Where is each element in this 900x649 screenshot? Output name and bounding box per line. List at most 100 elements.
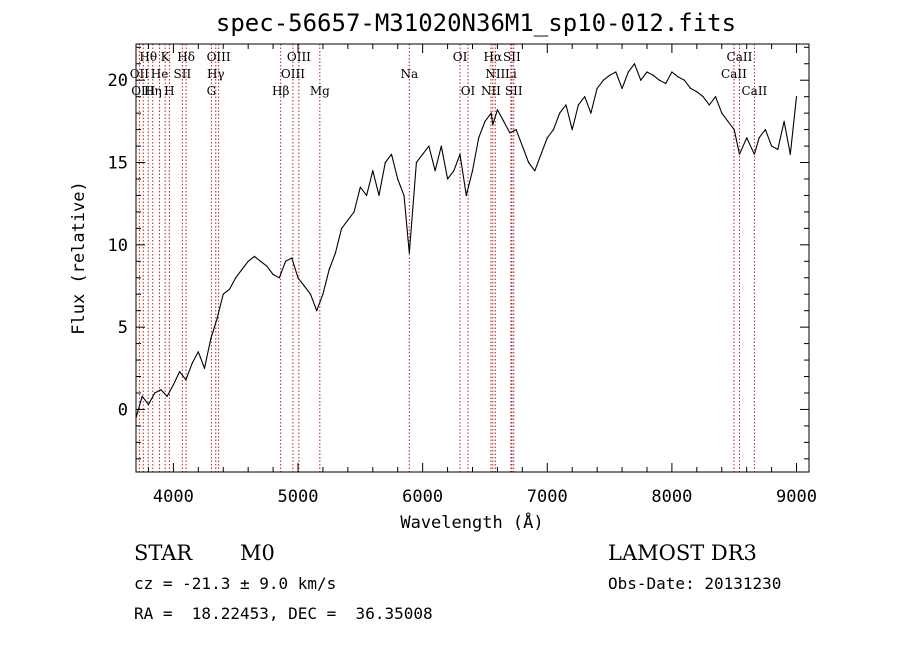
y-tick-label: 5 <box>118 318 128 338</box>
spectrum-point <box>334 252 337 254</box>
line-label-8: CaII <box>727 50 753 64</box>
line-label-27: CaII <box>741 84 767 98</box>
spectrum-point <box>565 104 567 106</box>
spectrum-line <box>135 63 798 418</box>
spectrum-point <box>783 120 785 122</box>
spectrum-point <box>434 170 436 172</box>
spectrum-point <box>191 362 193 364</box>
subclass-label: M0 <box>240 541 275 565</box>
y-tick-label: 0 <box>118 400 128 420</box>
spectrum-point <box>446 178 449 180</box>
spectrum-point <box>272 273 274 276</box>
spectrum-point <box>753 153 756 155</box>
spectrum-point <box>696 91 698 93</box>
spectrum-point <box>428 145 430 147</box>
spectrum-point <box>459 153 461 155</box>
plot-frame <box>135 43 810 473</box>
spectrum-point <box>378 194 380 197</box>
spectrum-series <box>135 63 798 419</box>
spectrum-point <box>210 338 212 340</box>
spectrum-point <box>764 129 766 131</box>
spectrum-point <box>738 153 741 155</box>
spectrum-point <box>408 252 410 254</box>
spectrum-point <box>390 153 393 155</box>
line-label-0: Hθ <box>139 50 157 64</box>
spectrum-point <box>278 277 280 279</box>
spectrum-point <box>577 104 580 106</box>
spectrum-point <box>621 87 623 90</box>
line-label-10: He <box>151 67 169 81</box>
x-tick-label: 9000 <box>776 487 817 507</box>
spectrum-point <box>795 96 798 98</box>
y-tick-label: 20 <box>108 71 128 91</box>
spectrum-point <box>727 120 729 122</box>
spectrum-point <box>179 370 181 373</box>
spectrum-point <box>365 194 368 197</box>
spectrum-point <box>646 71 648 73</box>
spectrum-point <box>746 137 748 139</box>
spectrum-point <box>465 194 467 197</box>
x-tick-label: 6000 <box>402 487 443 507</box>
spectrum-point <box>496 109 499 111</box>
y-tick-label: 15 <box>108 154 128 174</box>
spectrum-point <box>284 260 287 262</box>
spectrum-point <box>341 227 343 229</box>
spectrum-point <box>584 96 586 98</box>
spectrum-point <box>141 395 143 397</box>
spectrum-point <box>590 112 592 114</box>
x-tick-label: 4000 <box>153 487 194 507</box>
spectrum-point <box>758 137 760 139</box>
line-label-18: OIII <box>131 84 155 98</box>
line-label-2: Hδ <box>177 50 195 64</box>
spectrum-point <box>260 260 262 262</box>
line-label-13: OIII <box>281 67 305 81</box>
spectrum-point <box>440 145 442 147</box>
spectrum-point <box>546 137 548 139</box>
spectrum-point <box>347 219 349 221</box>
line-label-6: Hα <box>484 50 503 64</box>
spectrum-point <box>384 161 386 164</box>
line-label-26: SII <box>505 84 523 98</box>
line-label-3: OIII <box>207 50 231 64</box>
spectrum-point <box>422 153 424 155</box>
spectrum-point <box>359 186 361 188</box>
spectrum-point <box>733 129 735 131</box>
spectral-line-markers <box>138 44 755 472</box>
spectrum-point <box>534 170 536 172</box>
line-label-4: OIII <box>287 50 311 64</box>
spectrum-point <box>708 104 710 106</box>
spectrum-point <box>203 367 206 369</box>
line-label-5: OI <box>453 50 468 64</box>
spectrum-point <box>328 268 330 271</box>
spectrum-point <box>322 293 324 295</box>
spectrum-point <box>372 170 374 172</box>
line-label-7: SII <box>503 50 521 64</box>
line-label-17: CaII <box>721 67 747 81</box>
spectrum-point <box>478 137 480 139</box>
spectrum-point <box>540 153 542 155</box>
spectrum-point <box>559 112 561 114</box>
line-label-23: Mg <box>310 84 330 98</box>
spectrum-point <box>771 145 773 147</box>
spectrum-point <box>453 170 455 172</box>
spectrum-point <box>527 161 530 164</box>
spectrum-point <box>492 124 494 126</box>
spectrum-point <box>303 285 305 287</box>
coordinates-readout: RA = 18.22453, DEC = 36.35008 <box>134 604 433 623</box>
spectrum-point <box>671 71 673 73</box>
spectrum-point <box>690 87 692 90</box>
x-tick-label: 5000 <box>278 487 319 507</box>
line-label-20: H <box>164 84 174 98</box>
spectrum-point <box>197 351 199 353</box>
line-label-25: NII <box>481 84 501 98</box>
spectrum-point <box>403 194 405 197</box>
spectrum-point <box>235 277 237 279</box>
spectrum-point <box>291 257 293 259</box>
spectrum-point <box>490 112 492 114</box>
survey-label: LAMOST DR3 <box>608 541 757 565</box>
spectrum-point <box>297 277 299 279</box>
spectrum-point <box>509 132 511 134</box>
line-label-24: OI <box>461 84 476 98</box>
spectrum-point <box>789 153 791 155</box>
chart-title: spec-56657-M31020N36M1_sp10-012.fits <box>216 9 736 37</box>
